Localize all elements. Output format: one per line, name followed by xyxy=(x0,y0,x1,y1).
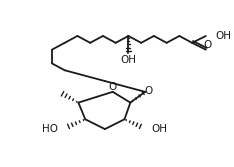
Text: OH: OH xyxy=(151,124,167,134)
Text: OH: OH xyxy=(216,31,232,41)
Text: O: O xyxy=(144,86,152,96)
Text: HO: HO xyxy=(42,124,58,134)
Text: O: O xyxy=(204,40,212,50)
Text: O: O xyxy=(109,82,117,92)
Text: OH: OH xyxy=(121,55,136,65)
